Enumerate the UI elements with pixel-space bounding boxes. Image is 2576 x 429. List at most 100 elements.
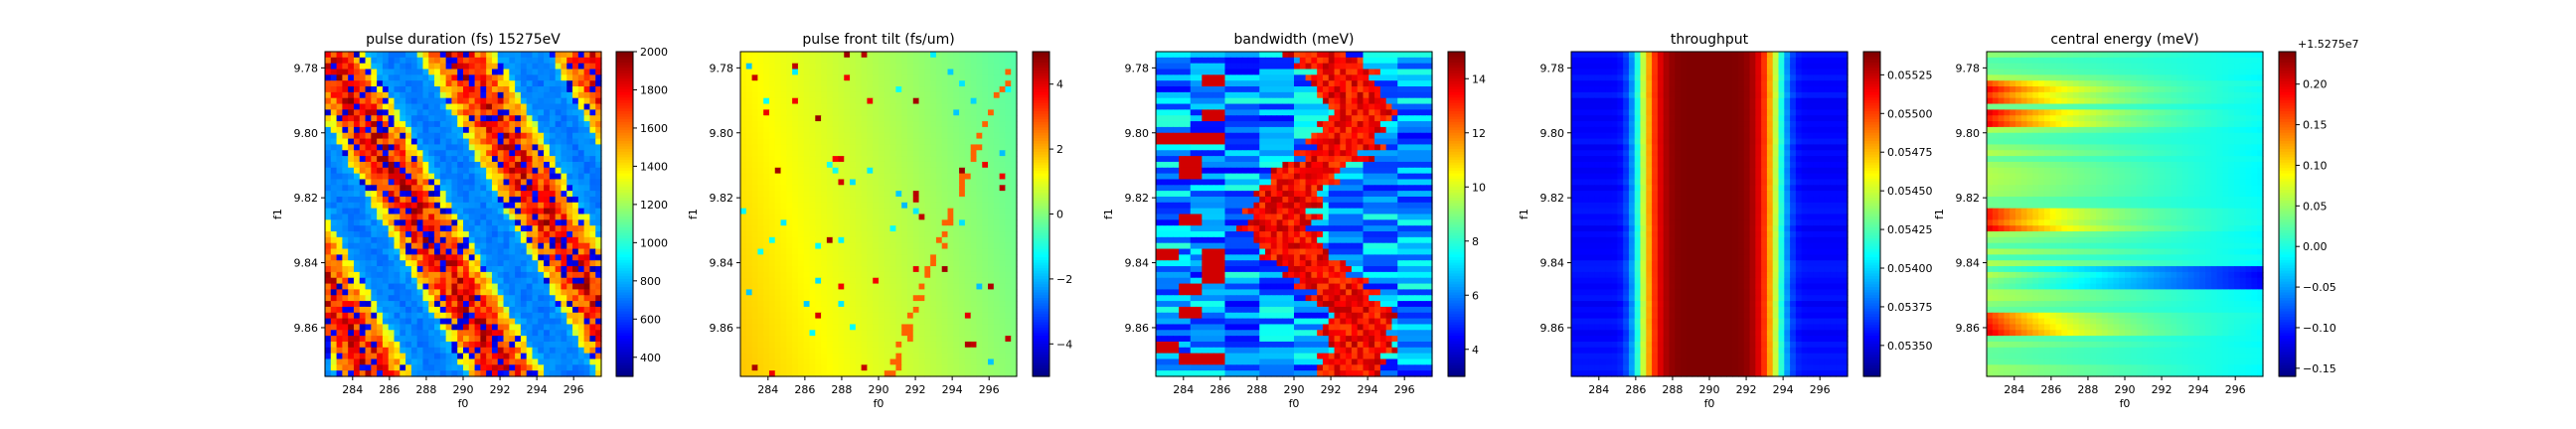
- heatmap-cell: [491, 161, 499, 169]
- heatmap-cell: [889, 126, 896, 134]
- heatmap-cell: [388, 254, 396, 261]
- heatmap-cell: [780, 231, 787, 238]
- heatmap-cell: [509, 179, 516, 186]
- heatmap-cell: [486, 312, 493, 320]
- heatmap-cell: [400, 121, 406, 128]
- heatmap-cell: [959, 196, 966, 204]
- heatmap-cell: [953, 289, 960, 296]
- heatmap-cell: [388, 364, 396, 371]
- heatmap-cell: [439, 69, 447, 75]
- heatmap-cell: [371, 364, 378, 371]
- heatmap-cell: [526, 202, 534, 210]
- heatmap-cell: [549, 336, 557, 343]
- heatmap-cell: [826, 202, 834, 210]
- heatmap-cell: [826, 126, 834, 134]
- heatmap-cell: [474, 202, 481, 210]
- heatmap-cell: [757, 196, 764, 204]
- heatmap-cell: [342, 336, 349, 343]
- heatmap-cell: [538, 80, 545, 87]
- heatmap-cell: [982, 57, 989, 65]
- heatmap-cell: [895, 214, 902, 220]
- heatmap-cell: [566, 191, 573, 198]
- heatmap-cell: [1011, 138, 1018, 146]
- heatmap-cell: [325, 277, 332, 285]
- heatmap-cell: [826, 271, 834, 279]
- colorbar-segment: [616, 303, 633, 307]
- heatmap-cell: [566, 161, 573, 169]
- heatmap-cell: [561, 260, 567, 267]
- heatmap-cell: [434, 271, 441, 279]
- heatmap-cell: [491, 254, 499, 261]
- heatmap-cell: [468, 80, 476, 87]
- heatmap-cell: [359, 144, 367, 151]
- colorbar-segment: [616, 94, 633, 98]
- heatmap-cell: [792, 52, 799, 59]
- heatmap-cell: [774, 202, 782, 210]
- heatmap-cell: [503, 242, 510, 250]
- heatmap-cell: [555, 364, 563, 371]
- heatmap-cell: [959, 156, 966, 163]
- heatmap-cell: [867, 57, 874, 65]
- heatmap-cell: [566, 301, 573, 308]
- heatmap-cell: [544, 266, 551, 273]
- heatmap-cell: [382, 208, 390, 215]
- heatmap-cell: [879, 208, 886, 215]
- heatmap-cell: [486, 336, 493, 343]
- heatmap-cell: [439, 173, 447, 181]
- heatmap-cell: [589, 126, 596, 134]
- heatmap-cell: [566, 254, 573, 261]
- heatmap-cell: [855, 191, 863, 198]
- heatmap-cell: [486, 109, 493, 116]
- heatmap-cell: [348, 144, 355, 151]
- heatmap-cell: [515, 283, 522, 291]
- heatmap-cell: [365, 236, 372, 244]
- heatmap-cell: [832, 202, 840, 210]
- heatmap-cell: [792, 109, 799, 116]
- heatmap-cell: [947, 173, 954, 181]
- heatmap-cell: [394, 80, 401, 87]
- heatmap-cell: [416, 121, 424, 128]
- heatmap-cell: [330, 295, 338, 302]
- heatmap-cell: [480, 312, 487, 320]
- heatmap-cell: [538, 236, 545, 244]
- heatmap-cell: [400, 91, 406, 99]
- heatmap-cell: [342, 214, 349, 220]
- heatmap-cell: [544, 115, 551, 122]
- heatmap-cell: [577, 301, 585, 308]
- heatmap-cell: [416, 260, 424, 267]
- colorbar-segment: [616, 168, 633, 172]
- heatmap-cell: [572, 52, 579, 59]
- colorbar-segment: [616, 276, 633, 280]
- heatmap-cell: [780, 289, 787, 296]
- heatmap-cell: [400, 318, 406, 326]
- heatmap-cell: [422, 330, 429, 337]
- heatmap-cell: [786, 121, 793, 128]
- heatmap-cell: [526, 132, 534, 140]
- heatmap-cell: [850, 57, 857, 65]
- heatmap-cell: [451, 324, 458, 331]
- heatmap-cell: [745, 138, 753, 146]
- heatmap-cell: [520, 52, 528, 59]
- heatmap-cell: [855, 115, 863, 122]
- heatmap-cell: [982, 295, 989, 302]
- heatmap-cell: [336, 271, 343, 279]
- heatmap-cell: [861, 86, 869, 93]
- heatmap-cell: [342, 144, 349, 151]
- heatmap-cell: [970, 80, 978, 87]
- heatmap-cell: [873, 242, 880, 250]
- heatmap-cell: [336, 202, 343, 210]
- heatmap-cell: [577, 103, 585, 110]
- heatmap-cell: [861, 231, 869, 238]
- heatmap-cell: [1011, 109, 1018, 116]
- heatmap-cell: [330, 97, 338, 105]
- heatmap-cell: [953, 167, 960, 175]
- heatmap-cell: [544, 196, 551, 204]
- heatmap-cell: [855, 86, 863, 93]
- heatmap-cell: [457, 358, 464, 365]
- heatmap-cell: [768, 63, 776, 71]
- heatmap-cell: [740, 260, 747, 267]
- heatmap-cell: [410, 283, 418, 291]
- colorbar-segment: [616, 362, 633, 366]
- heatmap-cell: [959, 185, 966, 192]
- heatmap-cell: [850, 109, 857, 116]
